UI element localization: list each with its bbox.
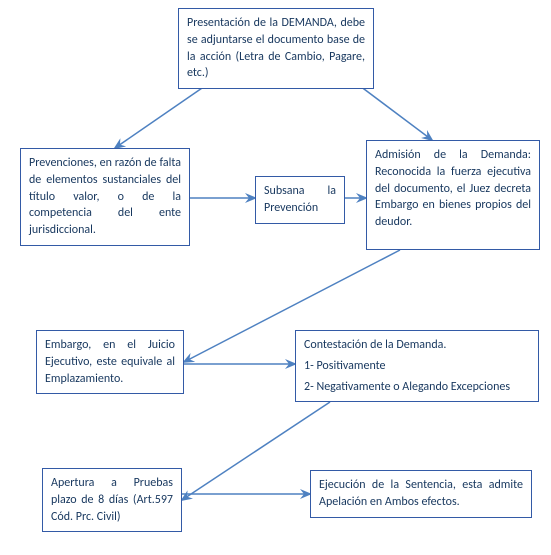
node-prevenciones: Prevenciones, en razón de falta de eleme…	[20, 148, 190, 246]
node-apertura-text: Apertura a Pruebas plazo de 8 días (Art.…	[51, 476, 173, 524]
node-subsana: Subsana la Prevención	[255, 176, 345, 224]
node-admision-text: Admisión de la Demanda: Reconocida la fu…	[375, 148, 531, 229]
node-prevenciones-text: Prevenciones, en razón de falta de eleme…	[29, 156, 181, 237]
node-apertura: Apertura a Pruebas plazo de 8 días (Art.…	[42, 468, 182, 532]
edge-contestacion-apertura	[182, 402, 330, 500]
edge-presentacion-prevenciones	[115, 86, 205, 148]
node-admision: Admisión de la Demanda: Reconocida la fu…	[366, 140, 540, 250]
node-contestacion-line: 1- Positivamente	[304, 358, 530, 375]
node-embargo-text: Embargo, en el Juicio Ejecutivo, este eq…	[45, 338, 175, 386]
node-contestacion-line: 2- Negativamente o Alegando Excepciones	[304, 379, 530, 396]
node-contestacion-line: Contestación de la Demanda.	[304, 337, 530, 354]
node-ejecucion: Ejecución de la Sentencia, esta admite A…	[310, 470, 532, 518]
node-subsana-text: Subsana la Prevención	[264, 184, 336, 215]
node-presentacion: Presentación de la DEMANDA, debe se adju…	[178, 8, 374, 89]
edge-presentacion-admision	[360, 86, 432, 140]
node-ejecucion-text: Ejecución de la Sentencia, esta admite A…	[319, 478, 523, 509]
node-embargo: Embargo, en el Juicio Ejecutivo, este eq…	[36, 330, 184, 394]
node-presentacion-text: Presentación de la DEMANDA, debe se adju…	[187, 16, 365, 80]
node-contestacion: Contestación de la Demanda. 1- Positivame…	[295, 330, 539, 402]
